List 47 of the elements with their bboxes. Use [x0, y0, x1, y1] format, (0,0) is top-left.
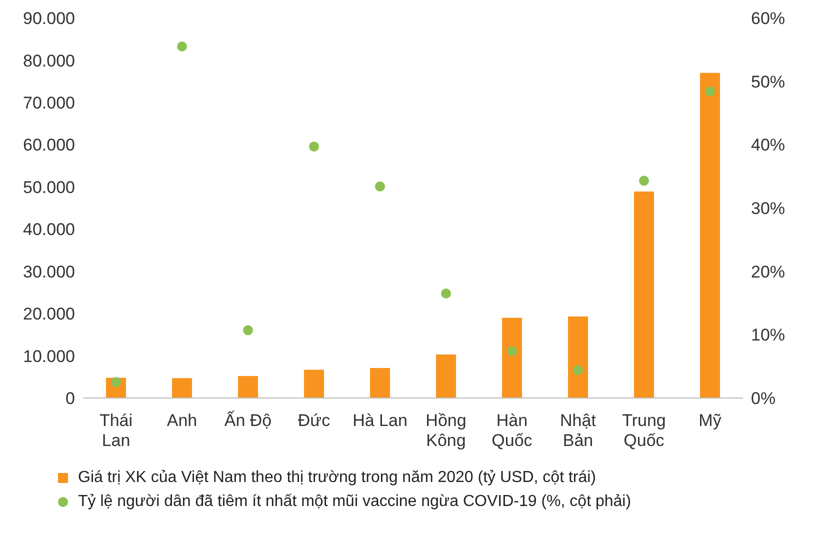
x-tick-label: Mỹ: [698, 411, 722, 430]
y-tick-label: 0: [66, 389, 75, 408]
legend-label: Giá trị XK của Việt Nam theo thị trường trong năm 2020 (tỷ USD, cột trái): [78, 469, 596, 487]
y-tick-label: 90.000: [23, 9, 75, 28]
point: [507, 346, 517, 356]
point: [639, 176, 649, 186]
bar: [502, 318, 522, 398]
bar: [370, 368, 390, 398]
point: [441, 288, 451, 298]
point: [243, 325, 253, 336]
bar: [172, 378, 192, 398]
bar: [436, 354, 456, 398]
y-tick-label: 40.000: [23, 220, 75, 240]
y-tick-label: 80.000: [23, 51, 75, 70]
x-tick-label: Nhật Bản: [560, 411, 596, 450]
y2-tick-label: 60%: [751, 9, 786, 28]
y-tick-label: 10.000: [23, 346, 75, 366]
y2-tick-label: 30%: [751, 199, 786, 218]
x-tick-label: Hà Lan: [352, 411, 408, 430]
y-tick-label: 70.000: [23, 93, 75, 112]
x-tick-label: Hồng Kông: [426, 411, 466, 450]
x-tick-label: Ấn Độ: [224, 410, 272, 430]
point: [309, 142, 319, 152]
y2-tick-label: 0%: [751, 389, 776, 408]
point: [375, 181, 385, 192]
y-tick-label: 20.000: [23, 304, 75, 324]
y-tick-label: 60.000: [23, 136, 75, 155]
x-tick-label: Trung Quốc: [622, 411, 666, 450]
point: [705, 86, 715, 96]
x-tick-label: Đức: [298, 411, 331, 430]
x-tick-label: Hàn Quốc: [492, 411, 533, 450]
x-tick-label: Thái Lan: [99, 411, 133, 450]
bar: [304, 370, 324, 398]
bar: [568, 316, 588, 398]
legend-label: Tỷ lệ người dân đã tiêm ít nhất một mũi vaccine ngừa COVID-19 (%, cột phải): [78, 493, 632, 511]
bar: [238, 376, 258, 398]
y2-tick-label: 40%: [751, 136, 786, 155]
bar: [700, 72, 720, 398]
bar: [634, 192, 654, 398]
y-tick-label: 50.000: [23, 178, 75, 197]
point: [177, 42, 187, 52]
y-tick-label: 30.000: [23, 262, 75, 282]
y2-tick-label: 10%: [751, 326, 786, 345]
x-tick-label: Anh: [166, 411, 198, 430]
y2-tick-label: 20%: [751, 262, 786, 282]
y2-tick-label: 50%: [751, 72, 786, 92]
point: [573, 365, 583, 376]
